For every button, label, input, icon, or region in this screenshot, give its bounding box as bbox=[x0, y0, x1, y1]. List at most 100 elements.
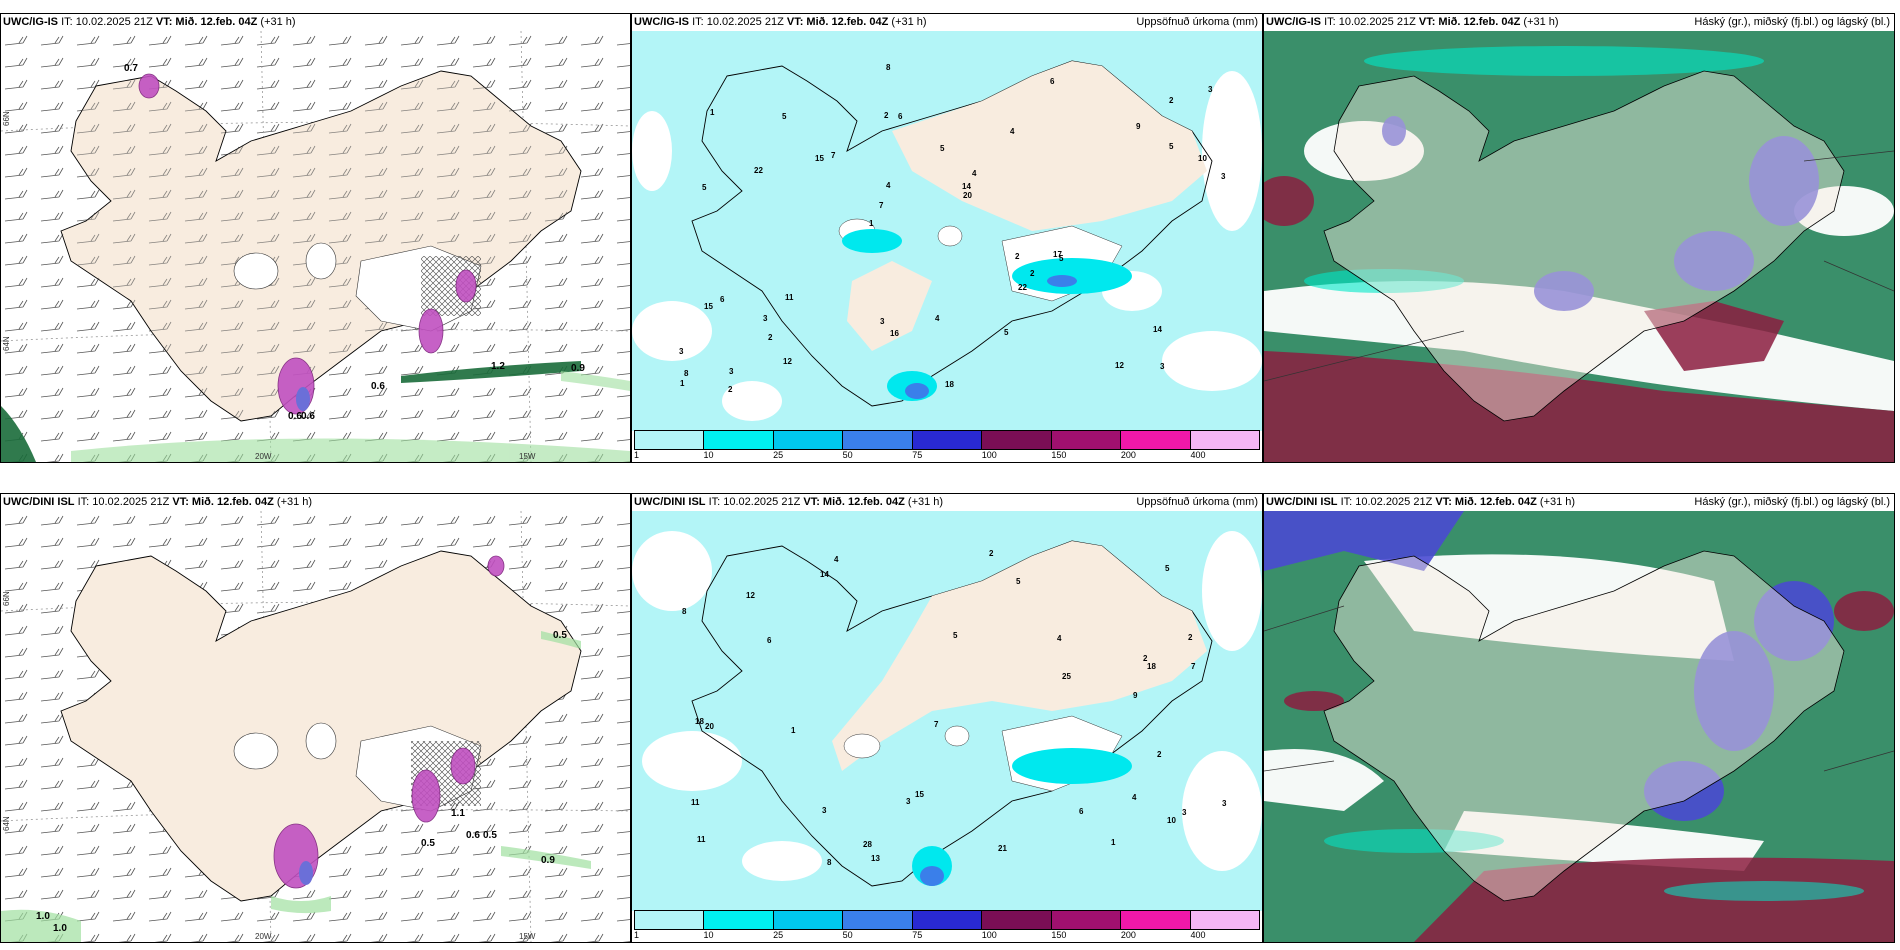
panel-title: UWC/IG-IS IT: 10.02.2025 21Z VT: Mið. 12… bbox=[1264, 14, 1894, 31]
wind-label: 0.6 bbox=[301, 411, 315, 422]
panel-title: UWC/DINI ISL IT: 10.02.2025 21Z VT: Mið.… bbox=[1, 494, 630, 511]
precip-value: 11 bbox=[785, 293, 794, 302]
wind-map: 0.7 0.6 1.2 0.9 0.6 0.6 20W 15W 66N 64N bbox=[1, 31, 630, 462]
wind-label: 0.7 bbox=[124, 63, 138, 74]
wind-map: 0.5 0.9 1.0 1.0 0.5 0.6 0.5 1.1 20W 15W … bbox=[1, 511, 630, 942]
lon-label: 15W bbox=[519, 452, 536, 461]
precip-value: 5 bbox=[1004, 328, 1009, 337]
lon-label: 20W bbox=[255, 932, 272, 941]
precip-value: 2 bbox=[1157, 750, 1162, 759]
precip-value: 16 bbox=[890, 329, 899, 338]
precip-value: 10 bbox=[1198, 154, 1207, 163]
precip-value: 21 bbox=[998, 844, 1007, 853]
precip-value: 11 bbox=[691, 798, 700, 807]
precip-value: 9 bbox=[1136, 122, 1141, 131]
precip-value: 2 bbox=[884, 111, 889, 120]
panel-subtitle: Uppsöfnuð úrkoma (mm) bbox=[1136, 16, 1258, 28]
wind-label: 0.6 bbox=[371, 381, 385, 392]
wind-gust-band bbox=[1, 361, 581, 462]
precip-value: 15 bbox=[815, 154, 824, 163]
precip-value: 18 bbox=[945, 380, 954, 389]
precip-colorbar: 1 10 25 50 75 100 150 200 400 bbox=[634, 910, 1260, 940]
colorbar-label: 75 bbox=[912, 930, 923, 940]
precip-value: 13 bbox=[871, 854, 880, 863]
precip-value: 3 bbox=[729, 367, 734, 376]
colorbar-swatch bbox=[982, 431, 1052, 449]
colorbar-label: 25 bbox=[773, 930, 784, 940]
precip-map: 4235114235678913111210141518182021252832… bbox=[632, 511, 1262, 911]
colorbar-label: 200 bbox=[1120, 450, 1136, 460]
panel-title: UWC/DINI ISL IT: 10.02.2025 21Z VT: Mið.… bbox=[1264, 494, 1894, 511]
panel-title: UWC/IG-IS IT: 10.02.2025 21Z VT: Mið. 12… bbox=[1, 14, 630, 31]
wind-label: 1.1 bbox=[451, 808, 465, 819]
precip-value: 4 bbox=[1010, 127, 1015, 136]
precip-value: 4 bbox=[935, 314, 940, 323]
precip-value: 2 bbox=[1015, 252, 1020, 261]
precip-value: 10 bbox=[1167, 816, 1176, 825]
precip-value: 6 bbox=[1050, 77, 1055, 86]
precip-value: 12 bbox=[783, 357, 792, 366]
colorbar-swatch bbox=[1190, 911, 1259, 929]
lat-label: 66N bbox=[2, 111, 11, 126]
precip-value: 12 bbox=[746, 591, 755, 600]
precip-value: 22 bbox=[754, 166, 763, 175]
precip-value: 2 bbox=[1169, 96, 1174, 105]
wind-label: 0.6 bbox=[288, 411, 302, 422]
panel-clouds-dini: UWC/DINI ISL IT: 10.02.2025 21Z VT: Mið.… bbox=[1263, 493, 1895, 943]
precip-value: 14 bbox=[962, 182, 971, 191]
precip-value: 5 bbox=[1169, 142, 1174, 151]
precip-value: 22 bbox=[1018, 283, 1027, 292]
precip-value: 8 bbox=[827, 858, 832, 867]
colorbar-swatch bbox=[1121, 911, 1191, 929]
precip-value: 7 bbox=[1191, 662, 1196, 671]
panel-title: UWC/DINI ISL IT: 10.02.2025 21Z VT: Mið.… bbox=[632, 494, 1262, 511]
colorbar-label: 10 bbox=[703, 930, 714, 940]
precip-value: 5 bbox=[940, 144, 945, 153]
precip-value: 3 bbox=[679, 347, 684, 356]
precip-value: 18 bbox=[1147, 662, 1156, 671]
colorbar-swatch bbox=[843, 911, 913, 929]
precip-value: 15 bbox=[704, 302, 713, 311]
precip-value: 3 bbox=[1208, 85, 1213, 94]
precip-value: 8 bbox=[682, 607, 687, 616]
colorbar-label: 400 bbox=[1190, 930, 1206, 940]
colorbar-label: 150 bbox=[1051, 930, 1067, 940]
colorbar-swatch bbox=[1051, 431, 1122, 449]
wind-label: 1.0 bbox=[36, 911, 50, 922]
precip-map: 3521432567326451832573456111214171815222… bbox=[632, 31, 1262, 431]
lat-label: 64N bbox=[2, 336, 11, 351]
wind-label: 0.5 bbox=[483, 830, 497, 841]
precip-value: 11 bbox=[697, 835, 706, 844]
precip-value: 3 bbox=[763, 314, 768, 323]
precip-value: 5 bbox=[1016, 577, 1021, 586]
precip-value: 3 bbox=[1182, 808, 1187, 817]
cloud-map bbox=[1264, 31, 1894, 462]
colorbar-swatch bbox=[1051, 911, 1122, 929]
precip-value: 2 bbox=[1143, 654, 1148, 663]
precip-value: 4 bbox=[886, 181, 891, 190]
precip-value: 5 bbox=[782, 112, 787, 121]
lat-label: 66N bbox=[2, 591, 11, 606]
colorbar-swatch bbox=[912, 431, 983, 449]
precip-value: 3 bbox=[1222, 799, 1227, 808]
precip-value: 5 bbox=[953, 631, 958, 640]
precip-value: 28 bbox=[863, 840, 872, 849]
precip-value: 6 bbox=[767, 636, 772, 645]
panel-subtitle: Uppsöfnuð úrkoma (mm) bbox=[1136, 496, 1258, 508]
precip-value: 25 bbox=[1062, 672, 1071, 681]
precip-colorbar: 1 10 25 50 75 100 150 200 400 bbox=[634, 430, 1260, 460]
colorbar-swatch bbox=[843, 431, 913, 449]
colorbar-label: 200 bbox=[1120, 930, 1136, 940]
precip-value: 1 bbox=[680, 379, 685, 388]
colorbar-swatch bbox=[982, 911, 1052, 929]
precip-value: 18 bbox=[695, 717, 704, 726]
precip-value: 2 bbox=[1030, 269, 1035, 278]
panel-wind-igis: UWC/IG-IS IT: 10.02.2025 21Z VT: Mið. 12… bbox=[0, 13, 631, 463]
precip-value: 6 bbox=[1079, 807, 1084, 816]
precip-value: 4 bbox=[1057, 634, 1062, 643]
precip-value: 15 bbox=[915, 790, 924, 799]
precip-value: 6 bbox=[898, 112, 903, 121]
panel-clouds-igis: UWC/IG-IS IT: 10.02.2025 21Z VT: Mið. 12… bbox=[1263, 13, 1895, 463]
precip-value: 3 bbox=[822, 806, 827, 815]
panel-subtitle: Háský (gr.), miðský (fj.bl.) og lágský (… bbox=[1694, 16, 1890, 28]
